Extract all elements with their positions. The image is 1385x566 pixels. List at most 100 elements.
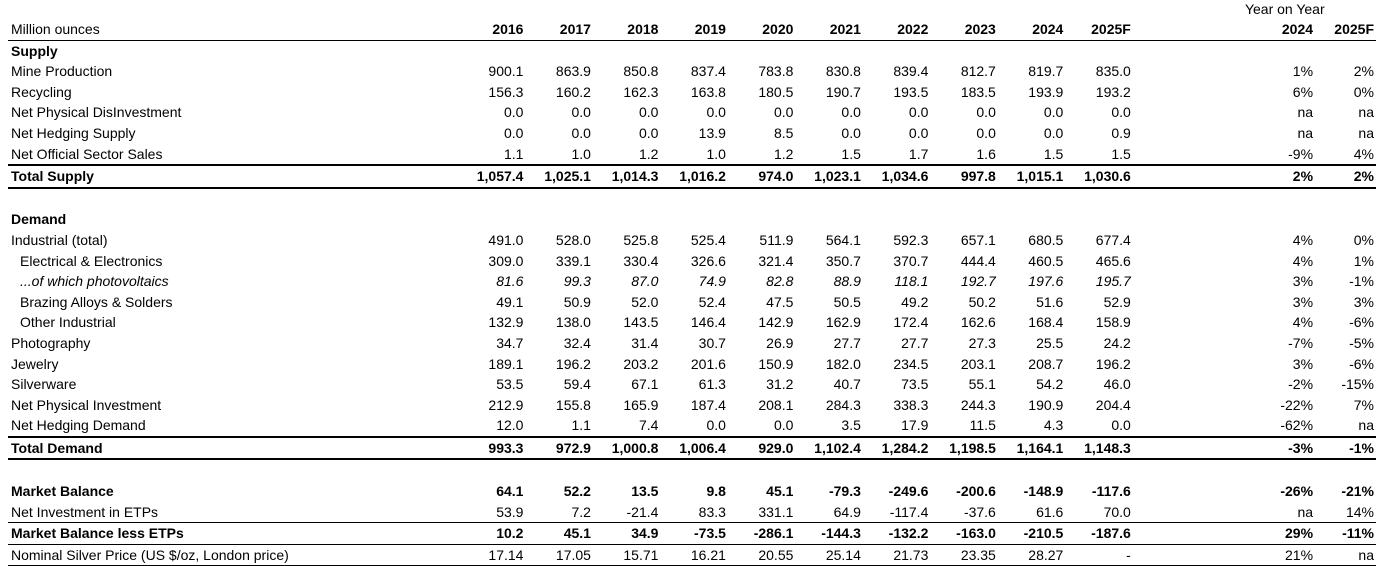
value-cell: -249.6 (888, 483, 929, 500)
value-cell: 0.0 (706, 104, 726, 121)
spacer-row (8, 459, 1376, 481)
empty-cell (525, 459, 592, 481)
empty-cell (593, 40, 660, 61)
empty-cell (1194, 502, 1255, 523)
value-cell: 201.6 (690, 355, 726, 372)
value-cell: 830.8 (825, 63, 861, 80)
empty-cell (1065, 40, 1132, 61)
value-cell: 0.0 (841, 104, 861, 121)
yoy-cell: 7% (1353, 396, 1374, 413)
yoy-cell: -3% (1254, 435, 1316, 461)
empty-cell (1132, 544, 1194, 566)
value-cell: 196.2 (555, 355, 591, 372)
value-cell: 70.0 (1103, 503, 1131, 520)
value-cell: -79.3 (828, 483, 861, 500)
empty-cell (728, 209, 795, 230)
value-cell: 160.2 (555, 83, 591, 100)
value-cell: 74.9 (698, 273, 726, 290)
empty-cell (660, 188, 727, 210)
supply-row: Mine Production 900.1 863.9 850.8 837.4 783.8… (8, 61, 1376, 82)
demand-row: Jewelry 189.1 196.2 203.2 201.6 150.9 182.0 234… (8, 354, 1376, 375)
value-cell: 863.9 (555, 63, 591, 80)
value-cell: 17.05 (525, 544, 593, 566)
empty-cell (1194, 333, 1255, 354)
value-cell: 143.5 (623, 314, 659, 331)
value-cell: 30.7 (698, 334, 726, 351)
value-cell: 1,000.8 (592, 435, 661, 461)
value-cell: 196.2 (1095, 355, 1131, 372)
value-cell: -210.5 (997, 522, 1066, 545)
empty-cell (1133, 209, 1194, 230)
year-header: 2020 (727, 19, 796, 41)
yoy-cell: -6% (1349, 314, 1374, 331)
yoy-cell: na (1297, 104, 1314, 121)
yoy-cell: -5% (1349, 334, 1374, 351)
value-cell: 193.2 (1095, 83, 1131, 100)
yoy-heading: Year on Year (1244, 1, 1325, 17)
value-cell: 31.2 (766, 376, 794, 393)
value-cell: 193.9 (1028, 83, 1064, 100)
yoy-cell: -62% (1280, 417, 1314, 434)
yoy-cell: 2% (1254, 164, 1316, 189)
value-cell: 55.1 (968, 376, 996, 393)
value-cell: 23.35 (930, 544, 998, 566)
demand-row: ...of which photovoltaics 81.6 99.3 87.0 74.… (8, 271, 1376, 292)
value-cell: 0.0 (908, 104, 929, 121)
empty-cell (8, 188, 458, 210)
value-cell: 0.0 (773, 417, 794, 434)
value-cell: 0.0 (638, 124, 659, 141)
empty-cell (1133, 415, 1194, 437)
empty-cell (1132, 164, 1194, 189)
yoy-cell: -21% (1341, 483, 1374, 500)
empty-cell (1133, 144, 1194, 166)
empty-cell (458, 209, 525, 230)
value-cell: 331.1 (758, 503, 794, 520)
yoy-cell: -11% (1315, 522, 1376, 545)
value-cell: 64.1 (496, 483, 524, 500)
empty-cell (1315, 188, 1376, 210)
value-cell: 146.4 (690, 314, 726, 331)
empty-cell (1194, 123, 1255, 144)
row-label: Net Physical Investment (11, 396, 162, 413)
supply-row: Recycling 156.3 160.2 162.3 163.8 180.5 190.7 1… (8, 82, 1376, 103)
row-label: Net Hedging Supply (11, 124, 136, 141)
yoy-cell: na (1358, 104, 1374, 121)
demand-row: Net Physical Investment 212.9 155.8 165.9 18… (8, 395, 1376, 416)
value-cell: 244.3 (960, 396, 996, 413)
empty-cell (1065, 459, 1132, 481)
empty-cell (1194, 271, 1255, 292)
value-cell: 0.9 (1111, 124, 1131, 141)
value-cell: 0.0 (1043, 124, 1064, 141)
value-cell: 187.4 (690, 396, 726, 413)
row-label: Market Balance less ETPs (8, 522, 458, 545)
empty-cell (863, 188, 930, 210)
value-cell: 993.3 (457, 435, 526, 461)
value-cell: 212.9 (488, 396, 524, 413)
demand-section-row: Demand (8, 209, 1376, 230)
value-cell: 677.4 (1095, 231, 1131, 248)
empty-cell (1065, 0, 1132, 19)
value-cell: 54.2 (1036, 376, 1064, 393)
value-cell: 52.0 (631, 293, 659, 310)
empty-cell (1133, 395, 1194, 416)
value-cell: 1,284.2 (862, 435, 931, 461)
empty-cell (458, 459, 525, 481)
value-cell: 195.7 (1095, 273, 1131, 290)
year-header: 2023 (930, 19, 998, 41)
row-label: Total Supply (8, 164, 458, 189)
value-cell: 118.1 (894, 273, 929, 290)
value-cell: 172.4 (893, 314, 929, 331)
empty-cell (1133, 502, 1194, 523)
empty-cell (1194, 312, 1255, 333)
value-cell: 27.3 (968, 334, 996, 351)
market-balance-row: Market Balance 64.1 52.2 13.5 9.8 45.1 -79.3 -2… (8, 481, 1376, 502)
value-cell: 839.4 (893, 63, 929, 80)
yoy-cell: -15% (1341, 376, 1374, 393)
value-cell: 0.0 (1111, 104, 1131, 121)
value-cell: 837.4 (690, 63, 726, 80)
value-cell: 142.9 (758, 314, 794, 331)
value-cell: 1,015.1 (997, 164, 1066, 189)
value-cell: 204.4 (1095, 396, 1131, 413)
value-cell: 1.2 (773, 145, 794, 162)
value-cell: 46.0 (1103, 376, 1131, 393)
